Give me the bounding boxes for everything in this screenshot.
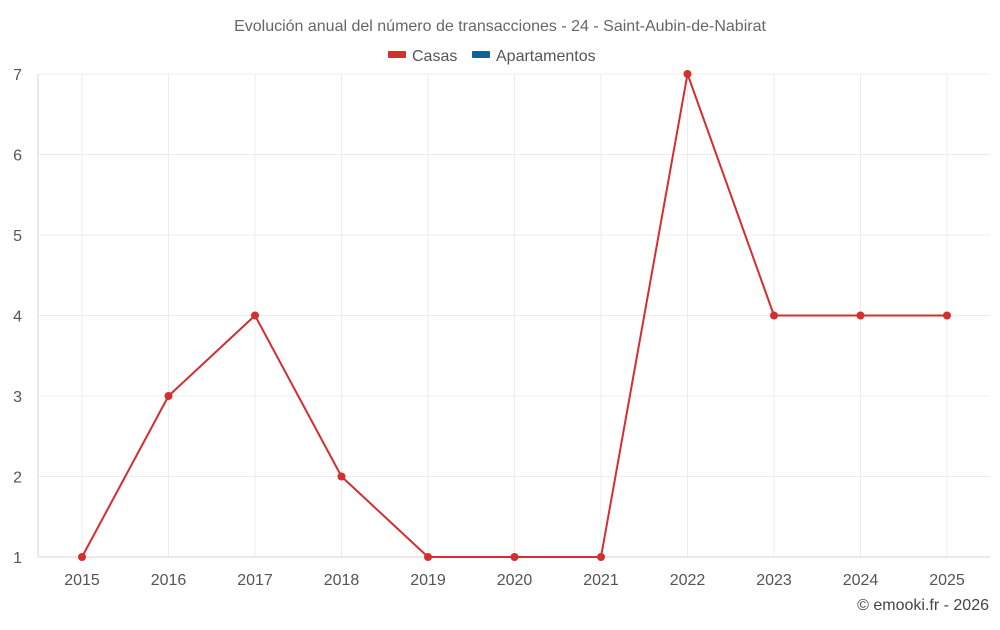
y-tick-label-4: 4 xyxy=(13,309,22,326)
data-point-casas-2021[interactable] xyxy=(597,553,605,561)
x-tick-label-2025: 2025 xyxy=(929,572,965,589)
data-point-casas-2025[interactable] xyxy=(943,311,951,320)
legend-label-casas: Casas xyxy=(412,48,457,65)
x-tick-label-2024: 2024 xyxy=(843,572,879,589)
x-tick-label-2017: 2017 xyxy=(237,572,273,589)
data-point-casas-2024[interactable] xyxy=(856,311,865,320)
data-point-casas-2016[interactable] xyxy=(164,392,173,400)
data-point-casas-2018[interactable] xyxy=(337,472,346,481)
legend-swatch-apartamentos xyxy=(472,51,490,58)
grid xyxy=(38,73,990,557)
chart-title: Evolución anual del número de transaccio… xyxy=(234,18,766,35)
y-tick-label-7: 7 xyxy=(13,67,22,84)
x-tick-label-2016: 2016 xyxy=(151,572,187,589)
y-tick-label-3: 3 xyxy=(13,389,22,406)
x-tick-label-2021: 2021 xyxy=(583,572,619,589)
legend-label-apartamentos: Apartamentos xyxy=(496,48,596,65)
y-tick-label-1: 1 xyxy=(13,550,22,567)
y-tick-label-6: 6 xyxy=(13,148,22,165)
x-tick-label-2019: 2019 xyxy=(410,572,446,589)
x-tick-label-2015: 2015 xyxy=(64,572,100,589)
legend-item-casas[interactable]: Casas xyxy=(388,48,457,65)
data-point-casas-2017[interactable] xyxy=(251,311,259,320)
data-point-casas-2019[interactable] xyxy=(424,553,432,561)
x-tick-label-2020: 2020 xyxy=(497,572,533,589)
legend: Casas Apartamentos xyxy=(388,48,596,65)
data-point-casas-2020[interactable] xyxy=(510,553,519,561)
x-tick-label-2022: 2022 xyxy=(670,572,706,589)
series xyxy=(78,70,951,561)
legend-swatch-casas xyxy=(388,51,406,58)
y-tick-label-5: 5 xyxy=(13,228,22,245)
data-point-casas-2015[interactable] xyxy=(78,553,86,561)
credit-text: © emooki.fr - 2026 xyxy=(857,597,989,614)
legend-item-apartamentos[interactable]: Apartamentos xyxy=(472,48,596,65)
x-tick-label-2023: 2023 xyxy=(756,572,792,589)
x-tick-label-2018: 2018 xyxy=(324,572,360,589)
data-point-casas-2023[interactable] xyxy=(770,311,778,320)
data-point-casas-2022[interactable] xyxy=(683,70,692,78)
x-axis-ticks: 2015 2016 2017 2018 2019 2020 2021 2022 2023 2024… xyxy=(64,572,965,589)
y-axis-ticks: 1 2 3 4 5 6 7 xyxy=(13,67,22,567)
y-tick-label-2: 2 xyxy=(13,470,22,487)
